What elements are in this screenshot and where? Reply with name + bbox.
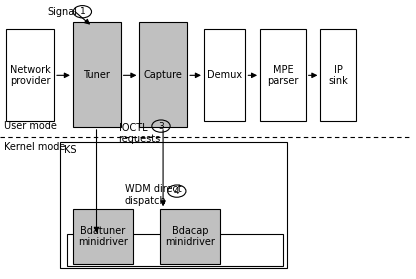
Text: 1: 1 — [79, 7, 85, 16]
Bar — [73, 209, 133, 264]
Text: Network
provider: Network provider — [10, 64, 50, 86]
Text: MPE
parser: MPE parser — [267, 64, 299, 86]
Text: 4: 4 — [174, 187, 180, 196]
Bar — [160, 209, 220, 264]
Text: Kernel mode: Kernel mode — [4, 142, 66, 152]
Text: Tuner: Tuner — [83, 70, 110, 80]
Text: 3: 3 — [158, 122, 164, 131]
Text: User mode: User mode — [4, 121, 57, 131]
Text: IP
sink: IP sink — [328, 64, 348, 86]
Bar — [320, 29, 356, 121]
Text: Signal: Signal — [48, 7, 78, 17]
Bar — [67, 234, 283, 266]
Bar — [139, 22, 187, 127]
Bar — [60, 142, 287, 268]
Text: IOCTL
requests: IOCTL requests — [119, 123, 161, 144]
Text: WDM direct
dispatch: WDM direct dispatch — [125, 184, 181, 206]
Bar — [6, 29, 54, 121]
Text: KS: KS — [64, 145, 77, 155]
Text: Bdatuner
minidriver: Bdatuner minidriver — [78, 226, 128, 247]
Text: Capture: Capture — [144, 70, 183, 80]
Text: Demux: Demux — [207, 70, 242, 80]
Bar — [204, 29, 245, 121]
Text: Bdacap
minidriver: Bdacap minidriver — [166, 226, 215, 247]
Bar — [260, 29, 306, 121]
Bar — [73, 22, 121, 127]
